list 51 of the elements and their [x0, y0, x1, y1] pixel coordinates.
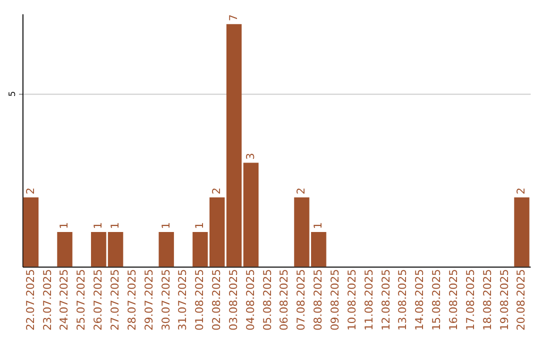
x-tick-label: 18.08.2025 — [480, 269, 494, 331]
data-label: 1 — [58, 222, 71, 230]
x-tick-label: 29.07.2025 — [142, 269, 156, 331]
x-tick-label: 22.07.2025 — [24, 269, 37, 331]
x-tick-label: 19.08.2025 — [498, 269, 511, 331]
data-label: 1 — [108, 222, 122, 230]
data-label: 7 — [226, 14, 240, 22]
data-label: 2 — [294, 188, 308, 194]
bar — [158, 232, 174, 267]
data-label: 1 — [312, 222, 325, 230]
x-tick-label: 28.07.2025 — [125, 269, 138, 331]
x-tick-label: 14.08.2025 — [413, 269, 426, 331]
y-tick-label: 5 — [8, 91, 18, 97]
x-tick-label: 09.08.2025 — [328, 269, 342, 331]
x-tick-label: 03.08.2025 — [226, 269, 240, 331]
x-tick-label: 07.08.2025 — [294, 269, 308, 331]
x-tick-label: 08.08.2025 — [312, 269, 325, 331]
x-tick-label: 30.07.2025 — [159, 269, 172, 331]
data-label: 1 — [159, 222, 172, 230]
x-tick-label: 11.08.2025 — [362, 269, 376, 331]
x-tick-label: 31.07.2025 — [176, 269, 190, 331]
x-tick-label: 15.08.2025 — [430, 269, 444, 331]
data-label: 3 — [244, 152, 257, 160]
bar — [23, 197, 39, 267]
x-tick-label: 01.08.2025 — [193, 269, 206, 331]
x-tick-label: 12.08.2025 — [379, 269, 392, 331]
data-label: 1 — [92, 222, 105, 230]
x-tick-label: 06.08.2025 — [278, 269, 291, 331]
data-label: 2 — [514, 188, 528, 194]
bar — [57, 232, 72, 267]
x-tick-label: 20.08.2025 — [514, 269, 528, 331]
data-label: 2 — [24, 188, 37, 194]
bar — [243, 162, 259, 267]
bar — [108, 232, 124, 267]
bar — [514, 197, 530, 267]
x-tick-label: 10.08.2025 — [345, 269, 358, 331]
x-tick-label: 23.07.2025 — [40, 269, 54, 331]
bar — [226, 24, 242, 267]
x-tick-label: 26.07.2025 — [92, 269, 105, 331]
x-tick-label: 13.08.2025 — [396, 269, 410, 331]
data-label: 2 — [210, 188, 224, 194]
x-tick-label: 16.08.2025 — [447, 269, 460, 331]
data-label: 1 — [193, 222, 206, 230]
x-tick-label: 27.07.2025 — [108, 269, 122, 331]
x-tick-label: 17.08.2025 — [464, 269, 477, 331]
x-tick-label: 02.08.2025 — [210, 269, 224, 331]
bar — [91, 232, 106, 267]
x-tick-label: 25.07.2025 — [74, 269, 88, 331]
x-tick-label: 04.08.2025 — [244, 269, 257, 331]
x-tick-label: 24.07.2025 — [58, 269, 71, 331]
x-tick-label: 05.08.2025 — [260, 269, 274, 331]
